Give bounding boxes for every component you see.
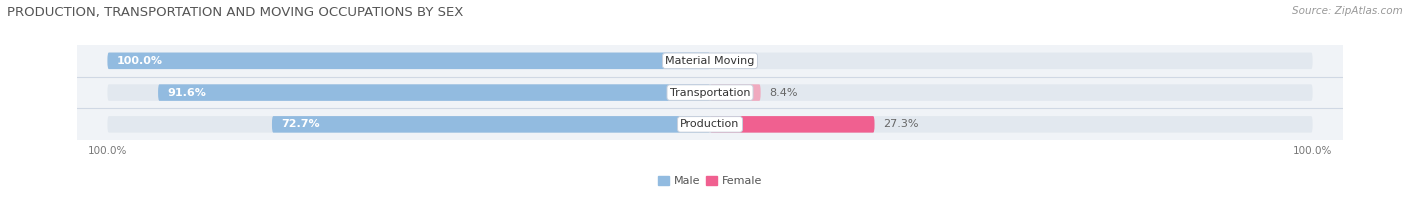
Text: 0.0%: 0.0% [718, 56, 748, 66]
Text: 72.7%: 72.7% [281, 119, 319, 129]
Text: 8.4%: 8.4% [769, 88, 799, 98]
Text: Source: ZipAtlas.com: Source: ZipAtlas.com [1292, 6, 1403, 16]
Bar [77, 109, 1343, 140]
FancyBboxPatch shape [107, 84, 1313, 101]
FancyBboxPatch shape [710, 84, 761, 101]
Text: Material Moving: Material Moving [665, 56, 755, 66]
FancyBboxPatch shape [107, 116, 1313, 133]
FancyBboxPatch shape [107, 53, 710, 69]
Text: Production: Production [681, 119, 740, 129]
FancyBboxPatch shape [710, 116, 875, 133]
Text: 100.0%: 100.0% [117, 56, 163, 66]
Text: Transportation: Transportation [669, 88, 751, 98]
Bar [77, 45, 1343, 77]
FancyBboxPatch shape [107, 53, 1313, 69]
Text: 27.3%: 27.3% [883, 119, 920, 129]
Bar [77, 77, 1343, 109]
FancyBboxPatch shape [157, 84, 710, 101]
Text: PRODUCTION, TRANSPORTATION AND MOVING OCCUPATIONS BY SEX: PRODUCTION, TRANSPORTATION AND MOVING OC… [7, 6, 464, 19]
Legend: Male, Female: Male, Female [654, 171, 766, 190]
FancyBboxPatch shape [271, 116, 710, 133]
Text: 91.6%: 91.6% [167, 88, 207, 98]
